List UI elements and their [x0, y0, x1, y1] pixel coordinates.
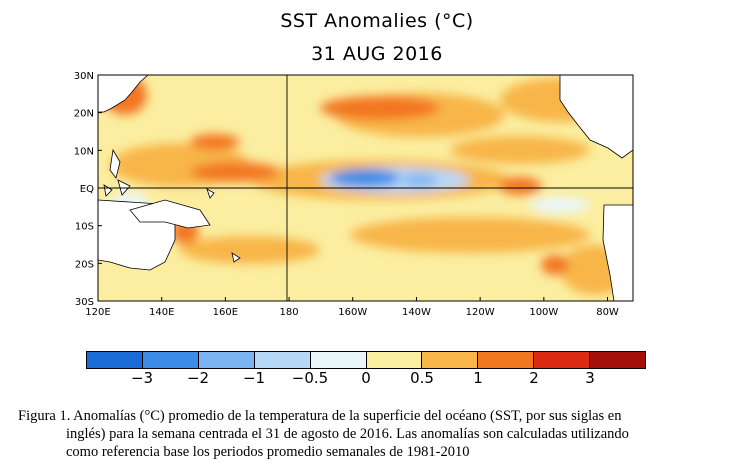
anomaly-field	[103, 75, 630, 295]
caption-line-3: como referencia base los periodos promed…	[66, 444, 470, 460]
lon-tick-label: 180	[280, 307, 299, 318]
lat-tick-label: 10N	[74, 146, 94, 157]
lon-tick-label: 120W	[466, 307, 495, 318]
figure-caption: Figura 1. Anomalías (°C) promedio de la …	[18, 407, 738, 461]
legend-tick-label: −1	[242, 369, 266, 387]
legend-tick-label: −3	[130, 369, 154, 387]
lat-tick-label: 30S	[75, 297, 94, 308]
color-legend	[86, 351, 646, 369]
legend-swatch	[142, 352, 199, 368]
lat-tick-label: 20N	[74, 109, 94, 120]
caption-line-1: Figura 1. Anomalías (°C) promedio de la …	[18, 408, 622, 424]
lat-tick-label: 10S	[75, 222, 94, 233]
lat-tick-label: 30N	[74, 71, 94, 82]
lon-tick-label: 100W	[529, 307, 558, 318]
lat-tick-label: EQ	[80, 184, 94, 195]
caption-line-2: inglés) para la semana centrada el 31 de…	[66, 426, 629, 442]
lon-tick-label: 160W	[338, 307, 367, 318]
map-title: SST Anomalies (°C)	[280, 10, 474, 32]
legend-tick-label: −2	[186, 369, 210, 387]
land-masses	[98, 75, 633, 301]
lon-tick-label: 160E	[213, 307, 238, 318]
map-date: 31 AUG 2016	[311, 43, 443, 65]
legend-swatch	[310, 352, 367, 368]
lon-tick-label: 120E	[85, 307, 110, 318]
legend-swatch	[366, 352, 423, 368]
lon-tick-label: 140W	[402, 307, 431, 318]
legend-tick-label: 1	[473, 369, 483, 387]
legend-tick-label: 0	[361, 369, 371, 387]
lon-tick-label: 140E	[149, 307, 174, 318]
legend-swatch	[478, 352, 535, 368]
legend-tick-label: 2	[529, 369, 539, 387]
legend-swatch	[534, 352, 591, 368]
legend-swatch	[198, 352, 255, 368]
legend-swatch	[254, 352, 311, 368]
legend-swatch	[422, 352, 479, 368]
legend-tick-label: −0.5	[291, 369, 329, 387]
lat-tick-label: 20S	[75, 259, 94, 270]
legend-tick-label: 0.5	[410, 369, 434, 387]
lon-tick-label: 80W	[596, 307, 619, 318]
legend-swatch	[87, 352, 143, 368]
legend-tick-label: 3	[585, 369, 595, 387]
legend-swatch	[590, 352, 646, 368]
